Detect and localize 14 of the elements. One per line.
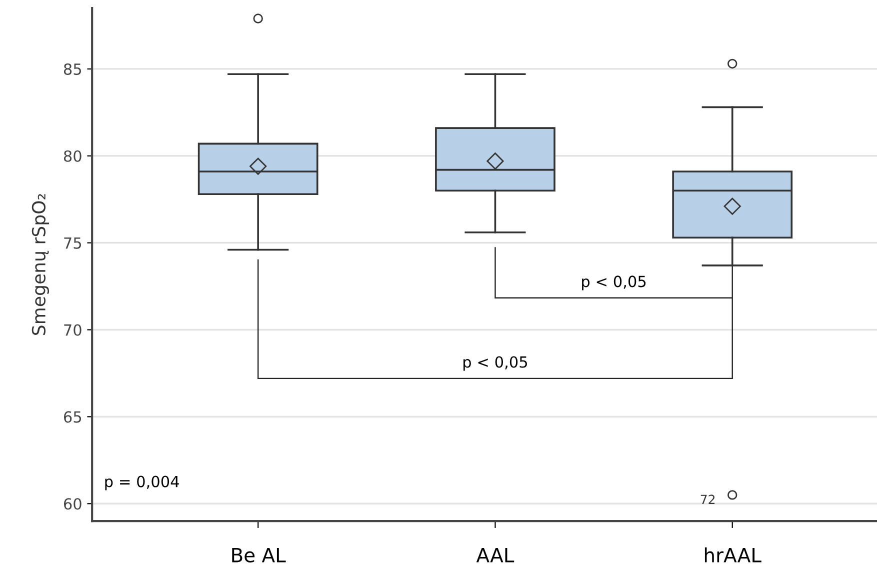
y-tick-label: 80 xyxy=(64,150,82,162)
y-tick-label: 85 xyxy=(64,63,82,75)
annotation: 72 xyxy=(700,494,714,504)
y-tick-label: 75 xyxy=(64,237,82,249)
y-tick-label: 65 xyxy=(64,411,82,423)
annotation: p < 0,05 xyxy=(463,356,527,371)
y-tick-label: 60 xyxy=(64,498,82,510)
y-tick-label: 70 xyxy=(64,324,82,336)
annotation: p < 0,05 xyxy=(582,276,646,290)
x-tick-label: hrAAL xyxy=(704,547,762,562)
x-tick-label: Be AL xyxy=(232,548,286,562)
annotation: p = 0,004 xyxy=(105,476,179,490)
x-tick-label: AAL xyxy=(476,548,514,562)
y-axis-title: Smegenų rSpO₂ xyxy=(32,194,50,335)
